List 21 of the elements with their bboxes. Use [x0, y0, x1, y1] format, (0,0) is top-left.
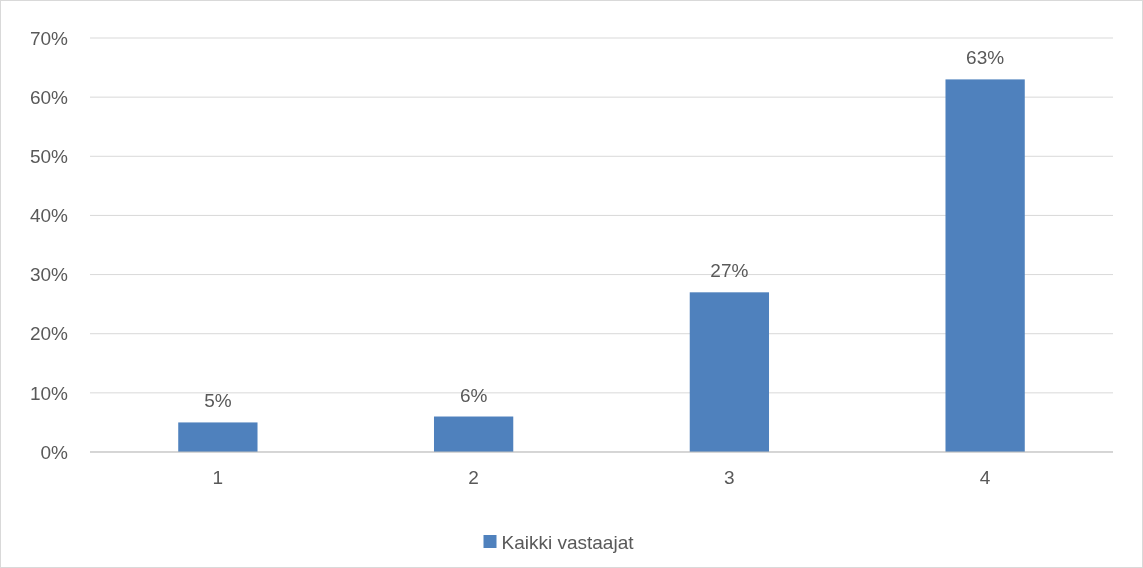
y-tick-label: 10%	[29, 382, 69, 404]
bar	[178, 422, 258, 452]
bar	[433, 416, 514, 452]
legend-label: Kaikki vastaajat	[501, 531, 635, 553]
y-tick-label: 60%	[29, 86, 69, 108]
text: 5%	[204, 390, 232, 412]
bar	[689, 292, 770, 452]
y-tick-label: 50%	[29, 145, 69, 167]
y-tick-label: 0%	[40, 441, 69, 463]
y-tick-label: 70%	[29, 27, 69, 49]
y-tick-label: 40%	[29, 205, 69, 227]
x-tick-label: 4	[979, 467, 991, 488]
text: 63%	[966, 47, 1005, 69]
x-tick-label: 3	[724, 467, 735, 488]
y-tick-label: 30%	[29, 264, 69, 286]
bar	[945, 79, 1025, 452]
text: 27%	[710, 260, 749, 282]
y-tick-label: 20%	[29, 323, 69, 345]
x-tick-label: 2	[468, 467, 479, 488]
text: 6%	[459, 384, 488, 406]
x-tick-label: 1	[212, 467, 224, 488]
